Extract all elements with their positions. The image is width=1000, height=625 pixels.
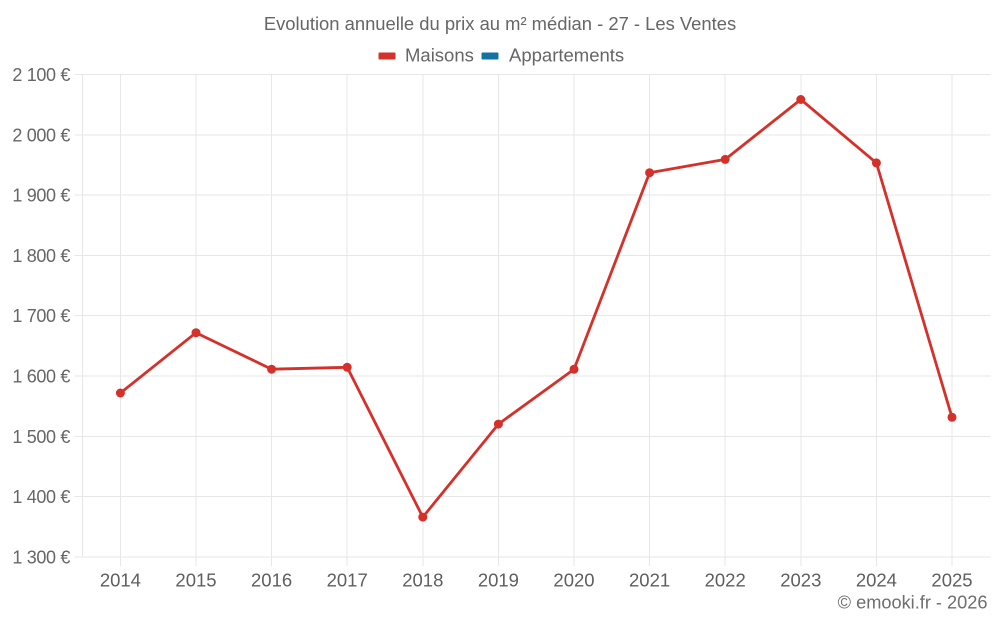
svg-text:2016: 2016 bbox=[251, 569, 292, 590]
svg-text:2020: 2020 bbox=[553, 569, 594, 590]
svg-text:2023: 2023 bbox=[780, 569, 821, 590]
svg-text:2019: 2019 bbox=[478, 569, 519, 590]
svg-text:Maisons: Maisons bbox=[405, 45, 474, 66]
svg-text:1 900 €: 1 900 € bbox=[12, 186, 70, 206]
svg-text:2 100 €: 2 100 € bbox=[12, 65, 70, 85]
svg-text:2021: 2021 bbox=[629, 569, 670, 590]
svg-text:© emooki.fr - 2026: © emooki.fr - 2026 bbox=[838, 593, 988, 613]
svg-text:2014: 2014 bbox=[100, 569, 141, 590]
svg-text:1 400 €: 1 400 € bbox=[12, 487, 70, 507]
svg-text:2018: 2018 bbox=[402, 569, 443, 590]
svg-text:2022: 2022 bbox=[705, 569, 746, 590]
svg-text:Appartements: Appartements bbox=[509, 45, 624, 66]
svg-text:2017: 2017 bbox=[327, 569, 368, 590]
svg-text:1 600 €: 1 600 € bbox=[12, 367, 70, 387]
svg-text:2025: 2025 bbox=[931, 569, 972, 590]
svg-text:1 300 €: 1 300 € bbox=[12, 548, 70, 568]
svg-text:2015: 2015 bbox=[175, 569, 216, 590]
svg-text:Evolution annuelle du prix au: Evolution annuelle du prix au m² médian … bbox=[264, 13, 736, 34]
svg-text:1 700 €: 1 700 € bbox=[12, 306, 70, 326]
svg-text:2024: 2024 bbox=[856, 569, 897, 590]
svg-text:2 000 €: 2 000 € bbox=[12, 125, 70, 145]
svg-text:1 500 €: 1 500 € bbox=[12, 427, 70, 447]
svg-text:1 800 €: 1 800 € bbox=[12, 246, 70, 266]
